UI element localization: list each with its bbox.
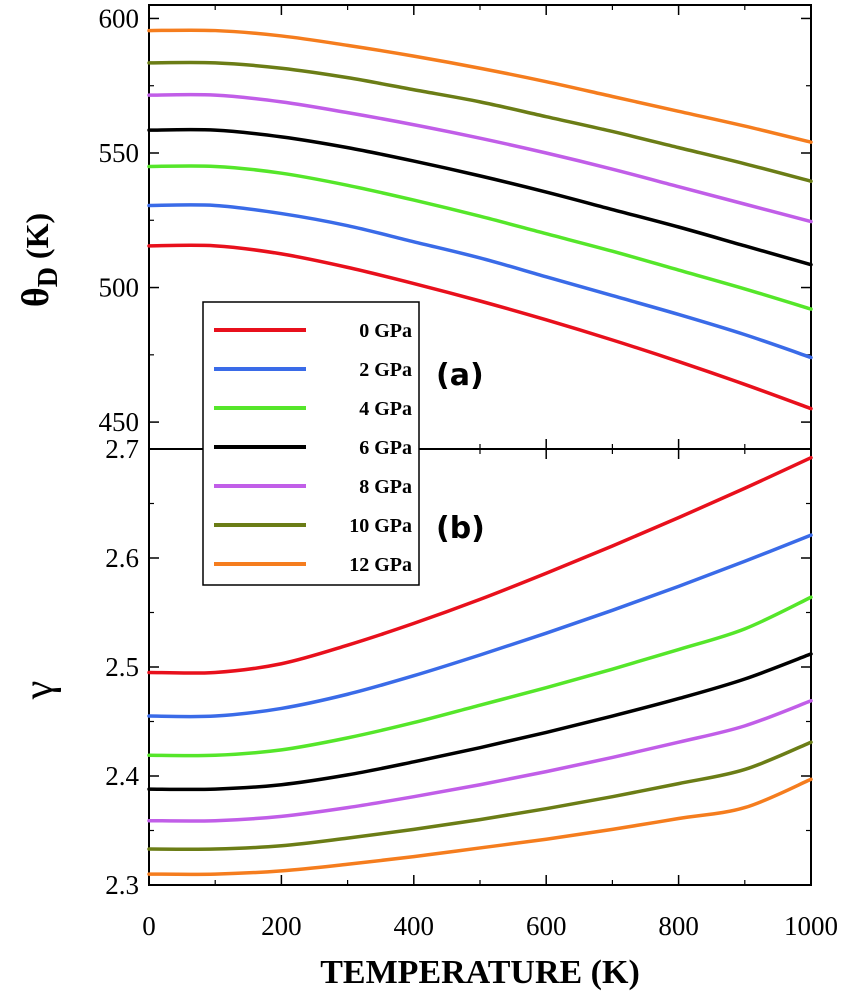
ylabel-unit: (K) [19,213,55,259]
series-line-b-2-gpa [147,533,813,719]
y-tick-label-b: 2.3 [105,870,139,900]
panel-b-series [147,455,813,877]
series-line-a-6-gpa [147,127,813,267]
panel-label-b: (b) [436,511,485,546]
legend-label: 12 GPa [349,554,412,576]
series-line-a-4-gpa [147,164,813,311]
series-line-b-10-gpa [147,740,813,852]
x-tick-label: 200 [261,911,302,941]
series-line-b-4-gpa [147,595,813,758]
series-line-b-0-gpa [147,455,813,675]
panel-a-ylabel: θD (K) [15,213,64,307]
legend-label: 0 GPa [359,320,412,342]
series-line-b-8-gpa [147,699,813,823]
legend-label: 2 GPa [359,359,412,381]
series-line-a-2-gpa [147,203,813,360]
legend-label: 10 GPa [349,515,412,537]
legend-label: 8 GPa [359,476,412,498]
y-tick-label-a: 600 [99,3,140,33]
panel-b-ylabel: γ [16,681,62,701]
panel-b-ticks: 2.3 2.4 2.5 2.6 2.7 0 200 400 600 800 1000 [105,434,838,941]
y-tick-label-b: 2.6 [105,543,139,573]
legend-label: 4 GPa [359,398,412,420]
series-line-b-12-gpa [147,777,813,877]
svg-text:θD(K): θD (K) [15,213,64,307]
legend-label: 6 GPa [359,437,412,459]
y-tick-label-a: 500 [99,273,140,303]
ylabel-theta: θ [15,287,57,307]
panel-label-a: (a) [436,358,484,393]
legend-box [202,301,420,586]
y-tick-label-a: 550 [99,138,140,168]
series-line-a-10-gpa [147,60,813,184]
series-line-a-0-gpa [147,243,813,411]
x-tick-label: 400 [394,911,435,941]
x-tick-label: 800 [658,911,699,941]
y-tick-label-b: 2.4 [105,761,139,791]
legend: 0 GPa 2 GPa 4 GPa 6 GPa 8 GPa 10 GPa 12 GPa [202,301,420,586]
y-tick-label-b: 2.7 [105,434,139,464]
y-tick-label-a: 450 [99,407,140,437]
panel-a-ticks: 450 500 550 600 [99,3,812,449]
series-line-a-12-gpa [147,28,813,144]
ylabel-subscript-d: D [33,267,64,287]
x-tick-label: 0 [142,911,156,941]
panel-a-series [147,28,813,411]
x-tick-label: 1000 [784,911,838,941]
x-tick-label: 600 [526,911,567,941]
series-line-a-8-gpa [147,92,813,224]
series-line-b-6-gpa [147,652,813,792]
x-axis-title: TEMPERATURE (K) [320,954,640,991]
y-tick-label-b: 2.5 [105,652,139,682]
